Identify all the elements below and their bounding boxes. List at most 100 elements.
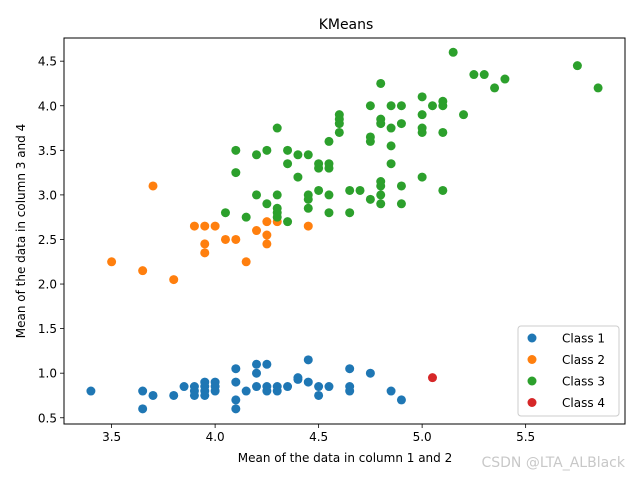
- data-point: [324, 190, 334, 200]
- data-point: [262, 217, 272, 227]
- data-point: [231, 168, 241, 178]
- data-point: [210, 386, 220, 396]
- data-point: [314, 390, 324, 400]
- data-point: [138, 266, 148, 276]
- data-point: [283, 159, 293, 169]
- legend: Class 1 Class 2 Class 3 Class 4: [517, 325, 620, 417]
- data-point: [479, 70, 489, 80]
- data-point: [396, 181, 406, 191]
- data-point: [262, 145, 272, 155]
- data-point: [293, 150, 303, 160]
- data-point: [252, 359, 262, 369]
- data-point: [324, 382, 334, 392]
- data-point: [231, 145, 241, 155]
- legend-item: Class 2: [527, 353, 605, 367]
- data-point: [107, 257, 117, 267]
- data-point: [500, 74, 510, 84]
- data-point: [386, 386, 396, 396]
- data-point: [448, 47, 458, 57]
- data-point: [469, 70, 479, 80]
- data-point: [252, 226, 262, 236]
- data-point: [200, 248, 210, 258]
- data-point: [293, 374, 303, 384]
- data-point: [189, 390, 199, 400]
- y-tick-label: 1.0: [38, 367, 57, 381]
- data-point: [272, 212, 282, 222]
- legend-label: Class 2: [562, 353, 605, 367]
- y-axis-label: Mean of the data in column 3 and 4: [14, 124, 28, 338]
- data-point: [138, 386, 148, 396]
- legend-marker: [527, 376, 537, 386]
- series-class-4: [427, 373, 437, 383]
- data-point: [314, 382, 324, 392]
- data-point: [438, 101, 448, 111]
- data-point: [459, 110, 469, 120]
- y-tick-label: 3.0: [38, 188, 57, 202]
- legend-box: [517, 325, 620, 417]
- data-point: [355, 185, 365, 195]
- data-point: [417, 110, 427, 120]
- legend-entries: Class 1 Class 2 Class 3 Class 4: [527, 332, 605, 410]
- legend-marker: [527, 333, 537, 343]
- data-point: [262, 230, 272, 240]
- data-point: [293, 172, 303, 182]
- data-point: [396, 119, 406, 129]
- data-point: [231, 395, 241, 405]
- data-point: [200, 390, 210, 400]
- series-class-1: [86, 355, 406, 414]
- data-point: [345, 185, 355, 195]
- series-class-3: [220, 47, 603, 227]
- data-point: [272, 123, 282, 133]
- data-point: [438, 185, 448, 195]
- data-point: [386, 101, 396, 111]
- data-point: [138, 404, 148, 414]
- data-point: [303, 150, 313, 160]
- legend-label: Class 1: [562, 332, 605, 346]
- data-point: [303, 221, 313, 231]
- data-point: [220, 208, 230, 218]
- data-point: [252, 150, 262, 160]
- data-point: [376, 199, 386, 209]
- data-point: [200, 221, 210, 231]
- data-point: [334, 127, 344, 137]
- data-point: [396, 395, 406, 405]
- data-point: [386, 141, 396, 151]
- data-point: [189, 221, 199, 231]
- data-point: [241, 386, 251, 396]
- y-tick-label: 1.5: [38, 322, 57, 336]
- y-tick-label: 4.0: [38, 99, 57, 113]
- data-point: [314, 163, 324, 173]
- data-point: [231, 377, 241, 387]
- legend-marker: [527, 398, 537, 407]
- data-point: [376, 181, 386, 191]
- plot-frame: [63, 37, 626, 425]
- legend-item: Class 1: [527, 332, 605, 346]
- x-tick-label: 4.0: [206, 430, 225, 444]
- legend-label: Class 3: [562, 375, 605, 389]
- data-point: [179, 382, 189, 392]
- data-point: [262, 239, 272, 249]
- data-point: [427, 101, 437, 111]
- x-axis-label: Mean of the data in column 1 and 2: [238, 451, 452, 465]
- data-point: [303, 377, 313, 387]
- data-point: [593, 83, 603, 93]
- legend-label: Class 4: [562, 396, 605, 410]
- data-point: [376, 119, 386, 129]
- data-point: [365, 194, 375, 204]
- data-point: [334, 119, 344, 129]
- data-point: [283, 217, 293, 227]
- data-point: [303, 355, 313, 365]
- data-point: [490, 83, 500, 93]
- y-tick-label: 0.5: [38, 411, 57, 425]
- data-point: [169, 275, 179, 285]
- data-point: [241, 257, 251, 267]
- chart-title: KMeans: [319, 17, 374, 33]
- data-point: [169, 390, 179, 400]
- data-point: [262, 386, 272, 396]
- data-point: [220, 234, 230, 244]
- data-point: [396, 199, 406, 209]
- data-point: [417, 92, 427, 102]
- x-tick-label: 5.0: [413, 430, 432, 444]
- data-point: [252, 382, 262, 392]
